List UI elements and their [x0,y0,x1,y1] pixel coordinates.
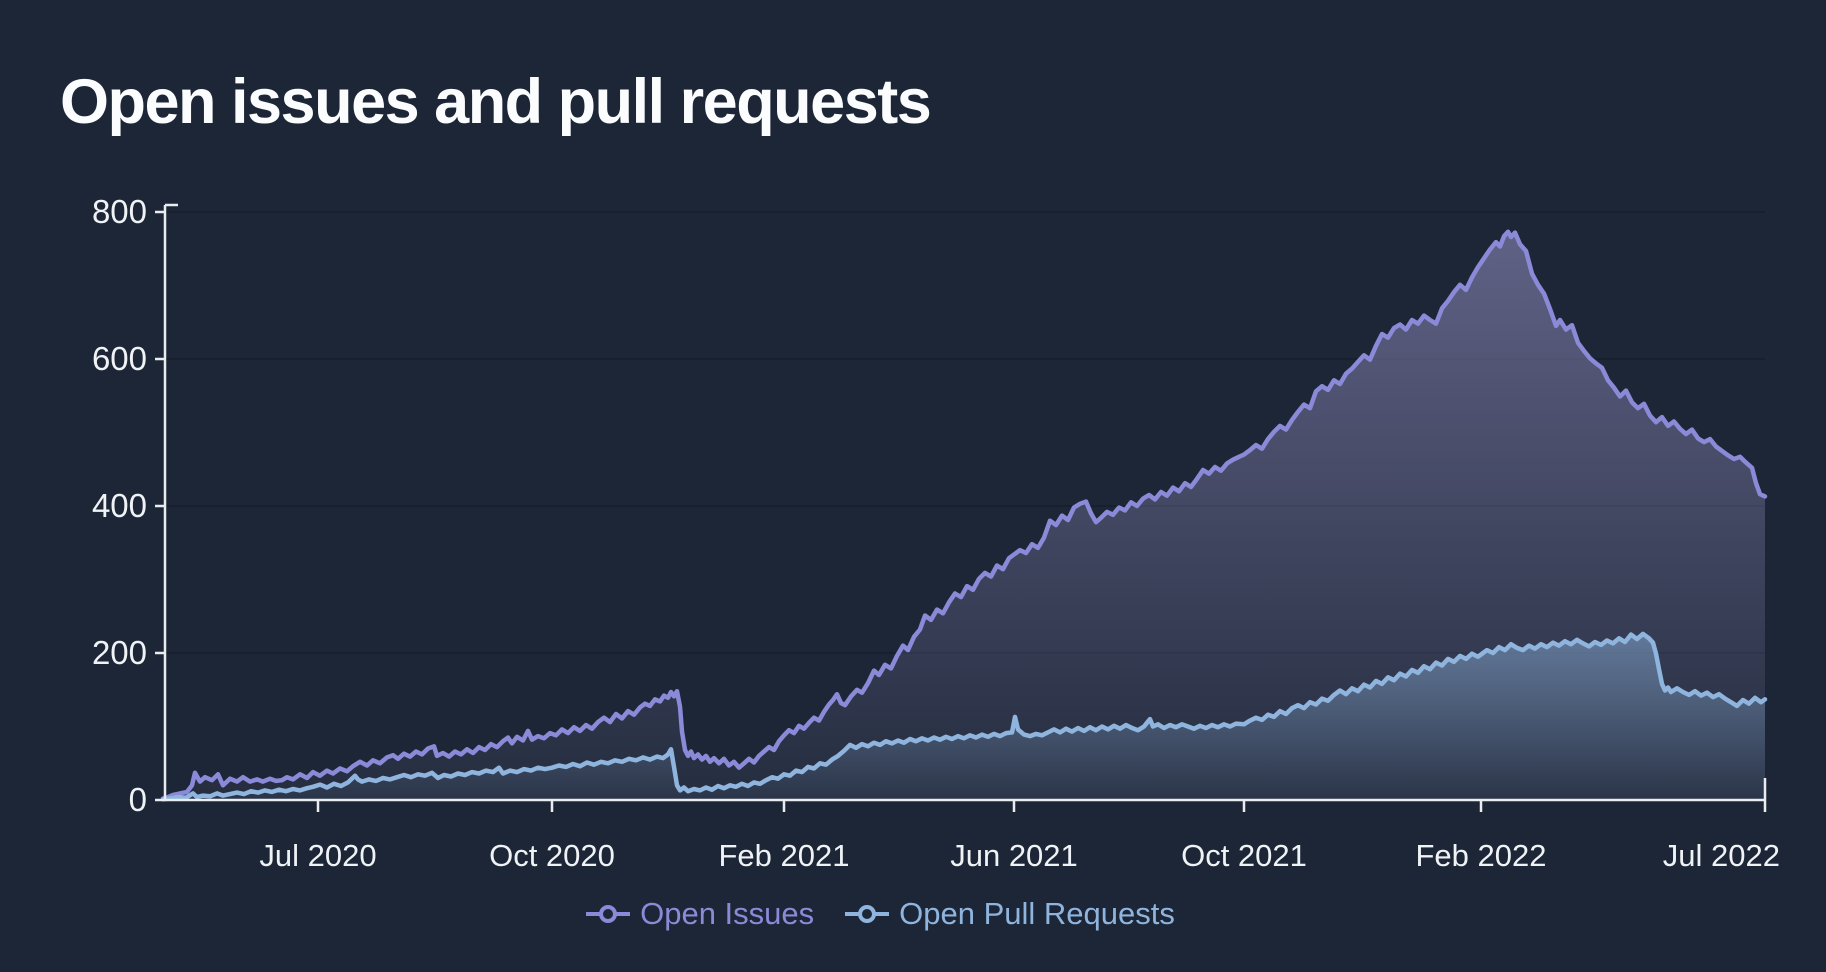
legend-item-open-pull-requests[interactable]: Open Pull Requests [844,896,1175,932]
y-tick-label: 600 [92,340,147,377]
legend-label-open-issues: Open Issues [640,896,815,931]
chart-title: Open issues and pull requests [60,67,932,138]
open-pull-requests-area [163,633,1765,800]
x-tick-label: Jul 2022 [1663,838,1780,873]
y-tick-label: 0 [129,781,147,818]
open-issues-line[interactable] [160,229,1768,801]
legend-marker-open-issues-icon [586,905,631,923]
legend-item-open-issues[interactable]: Open Issues [585,896,814,932]
y-tick-label: 800 [92,193,147,230]
open-issues-area [163,231,1765,801]
x-tick-label: Oct 2021 [1181,838,1307,873]
open-pull-requests-line[interactable] [160,631,1768,802]
x-tick-label: Oct 2020 [489,838,615,873]
legend-label-open-pull-requests: Open Pull Requests [899,896,1175,931]
x-tick-label: Jul 2020 [259,838,376,873]
y-tick-label: 200 [92,634,147,671]
legend-marker-open-pull-requests-icon [845,905,890,923]
x-tick-label: Feb 2021 [719,838,850,873]
chart-legend: Open Issues Open Pull Requests [0,896,1760,932]
y-tick-label: 400 [92,487,147,524]
x-tick-label: Jun 2021 [950,838,1078,873]
x-tick-label: Feb 2022 [1416,838,1547,873]
